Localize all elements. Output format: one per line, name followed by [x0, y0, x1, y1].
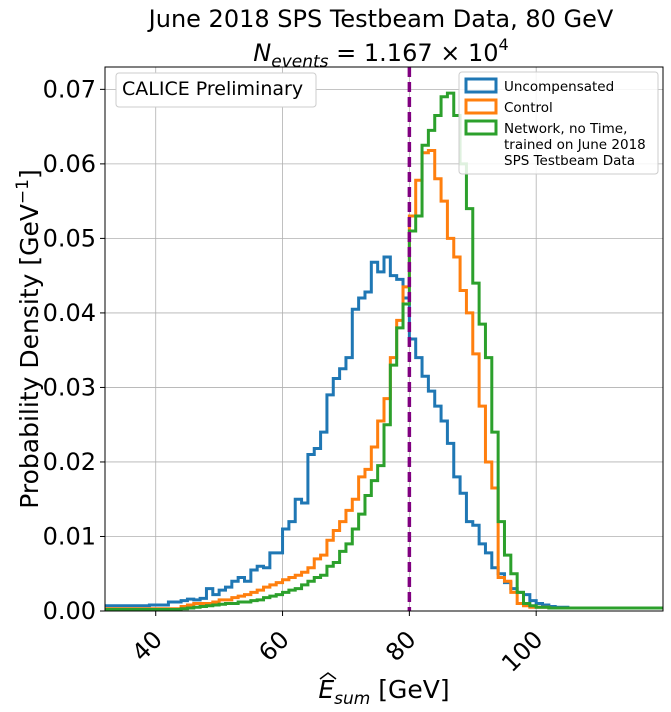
x-axis-ticks: 40 60 80 100 [127, 611, 548, 678]
x-tick-label: 80 [380, 625, 421, 666]
legend-label-3: Network, no Time, [504, 121, 627, 137]
chart-title: June 2018 SPS Testbeam Data, 80 GeV [147, 5, 614, 33]
annotation-text: CALICE Preliminary [122, 78, 303, 100]
calice-annotation: CALICE Preliminary [115, 72, 317, 108]
legend-label-1: Uncompensated [504, 79, 614, 95]
y-tick-label: 0.05 [43, 224, 96, 252]
x-tick-label: 100 [496, 625, 548, 677]
y-tick-label: 0.00 [43, 597, 96, 625]
series-line-1 [105, 255, 663, 610]
x-tick-label: 40 [127, 625, 168, 666]
legend-swatch-1 [464, 77, 498, 94]
y-axis-ticks: 0.00 0.01 0.02 0.03 0.04 0.05 0.06 0.07 [43, 75, 105, 625]
svg-text:Esum [GeV]: Esum [GeV] [318, 675, 449, 709]
legend-box [458, 71, 659, 175]
y-tick-label: 0.07 [43, 75, 96, 103]
legend-label-2: Control [504, 100, 553, 116]
legend-label-3: SPS Testbeam Data [504, 153, 635, 169]
x-axis-label-hat [319, 672, 337, 680]
annotation-box [115, 72, 317, 108]
y-tick-label: 0.06 [43, 150, 96, 178]
y-axis-label: Probability Density [GeV−1] [13, 169, 44, 509]
y-tick-label: 0.01 [43, 522, 96, 550]
x-tick-label: 60 [253, 625, 294, 666]
y-tick-label: 0.03 [43, 373, 96, 401]
y-tick-label: 0.04 [43, 299, 96, 327]
x-axis-label: Esum [GeV] [318, 672, 450, 709]
series-line-2 [105, 148, 663, 611]
legend-swatch-3 [464, 119, 498, 136]
series-line-3 [105, 91, 663, 612]
series-layer [105, 91, 663, 612]
legend-label-3: trained on June 2018 [504, 137, 646, 153]
legend-swatch-2 [464, 98, 498, 115]
legend: Uncompensated Control Network, no Time,tra… [458, 71, 659, 175]
y-tick-label: 0.02 [43, 448, 96, 476]
plot-frame [104, 66, 664, 612]
chart-subtitle: Nevents = 1.167 × 104 [253, 35, 508, 72]
